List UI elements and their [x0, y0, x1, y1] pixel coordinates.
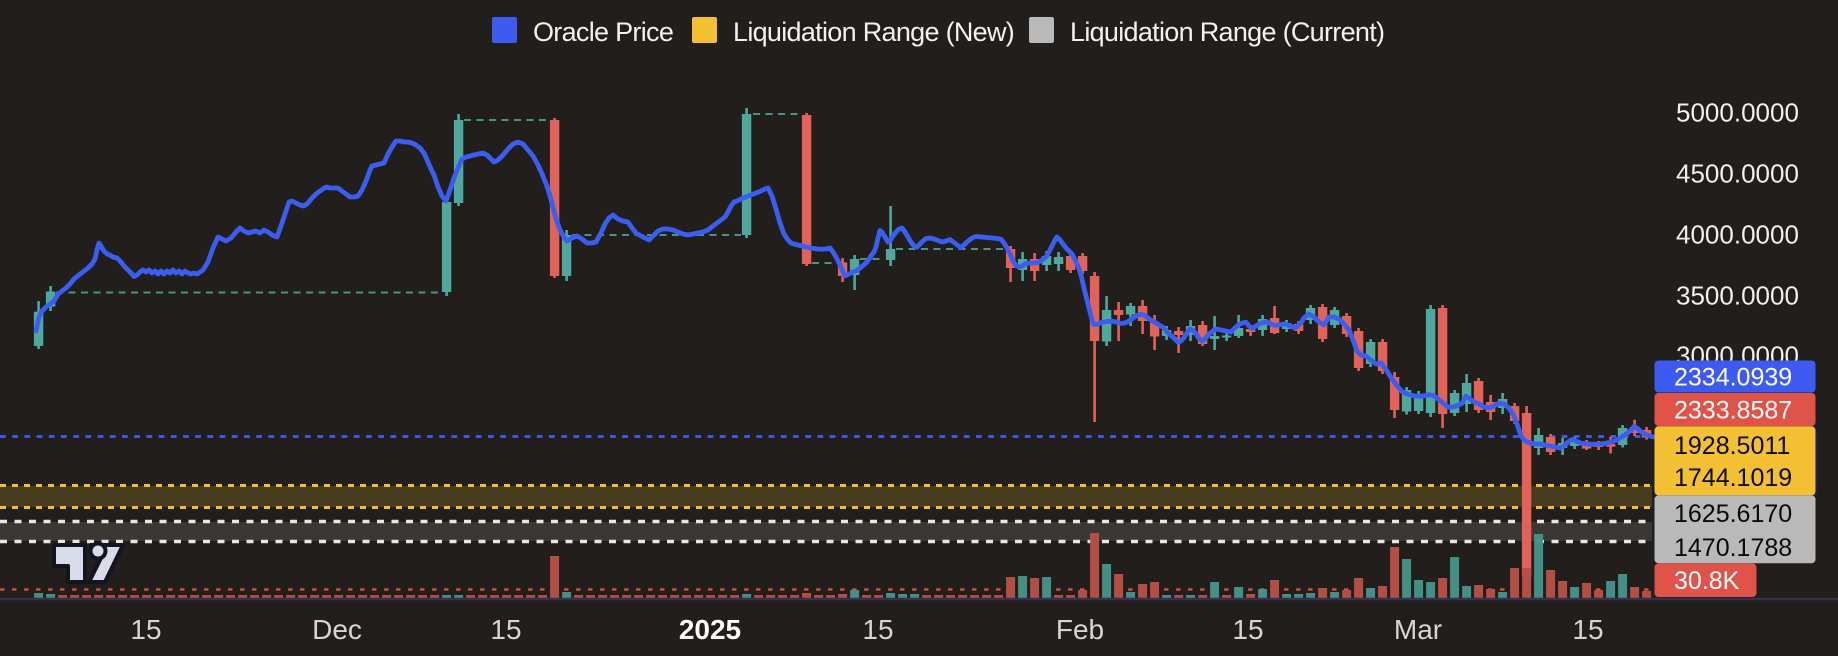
svg-text:1744.1019: 1744.1019	[1674, 464, 1792, 492]
svg-text:Liquidation Range (New): Liquidation Range (New)	[733, 17, 1014, 47]
svg-text:Dec: Dec	[312, 614, 362, 645]
svg-text:15: 15	[1232, 614, 1263, 645]
svg-text:1470.1788: 1470.1788	[1674, 534, 1792, 562]
svg-text:2334.0939: 2334.0939	[1674, 363, 1792, 391]
svg-text:2333.8587: 2333.8587	[1674, 396, 1792, 424]
svg-text:4500.0000: 4500.0000	[1676, 159, 1799, 189]
svg-text:1625.6170: 1625.6170	[1674, 500, 1792, 528]
svg-text:2025: 2025	[679, 614, 741, 645]
svg-text:3500.0000: 3500.0000	[1676, 281, 1799, 311]
svg-text:4000.0000: 4000.0000	[1676, 220, 1799, 250]
svg-text:Oracle Price: Oracle Price	[533, 17, 673, 47]
svg-text:30.8K: 30.8K	[1674, 567, 1740, 595]
svg-text:15: 15	[1572, 614, 1603, 645]
svg-text:5000.0000: 5000.0000	[1676, 98, 1799, 128]
svg-text:15: 15	[130, 614, 161, 645]
svg-text:1928.5011: 1928.5011	[1674, 432, 1790, 460]
svg-text:15: 15	[862, 614, 893, 645]
svg-text:Feb: Feb	[1056, 614, 1104, 645]
svg-text:Liquidation Range (Current): Liquidation Range (Current)	[1070, 17, 1384, 47]
svg-text:Mar: Mar	[1394, 614, 1442, 645]
svg-text:15: 15	[490, 614, 521, 645]
